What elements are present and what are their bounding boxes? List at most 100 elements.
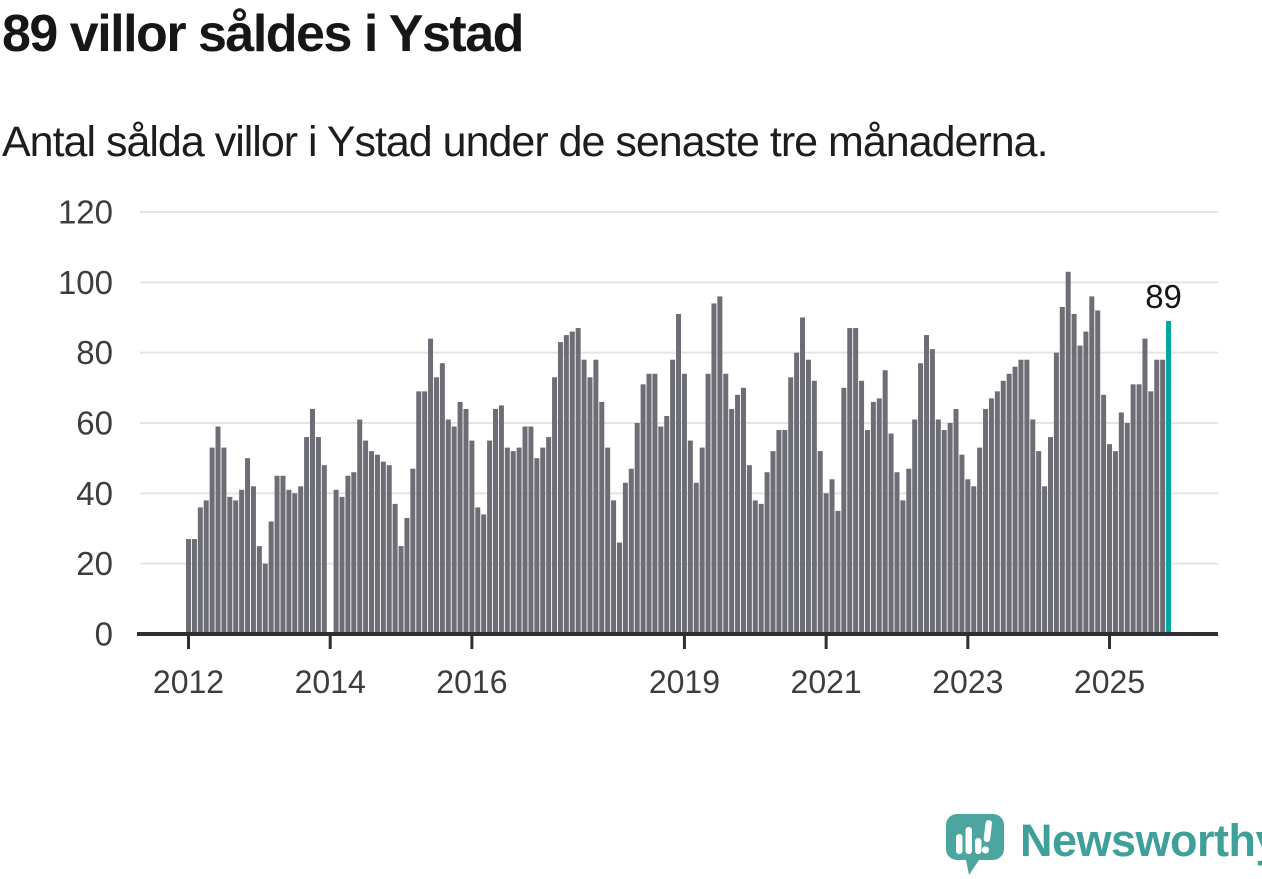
bar [197, 507, 203, 634]
bar [357, 419, 363, 634]
bar-chart-speech-bubble-icon [946, 813, 1004, 875]
bar [965, 479, 971, 634]
bar [929, 349, 935, 634]
y-axis-label-80: 80 [76, 334, 113, 371]
bar [853, 328, 859, 634]
bar [398, 546, 404, 634]
bar [534, 458, 540, 634]
bar [587, 377, 593, 634]
bar [386, 465, 392, 634]
bar [1030, 419, 1036, 634]
bar [988, 398, 994, 634]
bar [469, 440, 475, 634]
page-title: 89 villor såldes i Ystad [2, 5, 524, 63]
bar [864, 430, 870, 634]
icon-bar-2 [965, 826, 972, 854]
bar [516, 447, 522, 634]
bar [569, 331, 575, 634]
bar [215, 426, 221, 634]
bar [912, 419, 918, 634]
bar [882, 370, 888, 634]
bar [646, 373, 652, 634]
bar [186, 539, 191, 634]
bar [451, 426, 457, 634]
bar [1148, 391, 1154, 634]
bar [321, 465, 327, 634]
bar [1071, 313, 1077, 634]
bar [374, 454, 380, 634]
x-axis-label-2016: 2016 [436, 664, 507, 700]
bar [581, 359, 587, 634]
bar [947, 423, 953, 634]
bar [309, 408, 315, 634]
bar [664, 415, 670, 634]
bar [835, 510, 841, 634]
bar [1047, 437, 1053, 634]
x-axis-label-2014: 2014 [295, 664, 366, 700]
newsworthy-logo: Newsworthy [944, 810, 1262, 879]
bar [640, 384, 646, 634]
page-subtitle: Antal sålda villor i Ystad under de sena… [2, 118, 1049, 166]
bar [918, 363, 924, 634]
bar [339, 496, 345, 634]
bar [823, 493, 829, 634]
bar [788, 377, 794, 634]
bar [227, 496, 233, 634]
newsworthy-wordmark: Newsworthy [1020, 814, 1262, 866]
bar [924, 335, 929, 634]
x-axis-label-2012: 2012 [153, 664, 224, 700]
bar [906, 468, 912, 634]
bar [805, 359, 811, 634]
bar [1018, 359, 1024, 634]
bar [616, 542, 622, 634]
bar [250, 486, 256, 634]
bar [847, 328, 853, 634]
bar [735, 394, 741, 634]
bar [776, 430, 782, 634]
y-axis-label-60: 60 [76, 405, 113, 442]
bar [274, 475, 280, 634]
icon-bar-1 [956, 833, 963, 854]
bar [463, 408, 469, 634]
bar [971, 486, 977, 634]
bar [593, 359, 599, 634]
y-axis-label-40: 40 [76, 475, 113, 512]
bar [315, 437, 321, 634]
bar [876, 398, 882, 634]
bar [439, 363, 445, 634]
bar [859, 380, 865, 634]
bar [575, 328, 581, 634]
bar [752, 500, 758, 634]
bar [445, 419, 451, 634]
bar [498, 405, 504, 634]
bar [782, 430, 788, 634]
bar [983, 408, 989, 634]
bar [1042, 486, 1048, 634]
y-axis-label-100: 100 [58, 264, 113, 301]
bar [433, 377, 439, 634]
bar [670, 359, 676, 634]
bar [522, 426, 528, 634]
bar [268, 521, 274, 634]
bar [504, 447, 510, 634]
bar [209, 447, 215, 634]
y-axis-label-0: 0 [95, 616, 113, 653]
bar [1006, 373, 1012, 634]
bar [605, 447, 611, 634]
bar [1000, 380, 1006, 634]
bar [622, 482, 628, 634]
bar [333, 489, 339, 634]
bar [191, 539, 197, 634]
bar [369, 451, 375, 634]
bar [457, 401, 463, 634]
bar [1059, 306, 1065, 634]
bar [959, 454, 965, 634]
bar [740, 387, 746, 634]
bar [239, 489, 245, 634]
x-axis-label-2023: 2023 [932, 664, 1003, 700]
bar [245, 458, 251, 634]
bar [794, 352, 800, 634]
bar [1053, 352, 1059, 634]
bar [634, 423, 640, 634]
